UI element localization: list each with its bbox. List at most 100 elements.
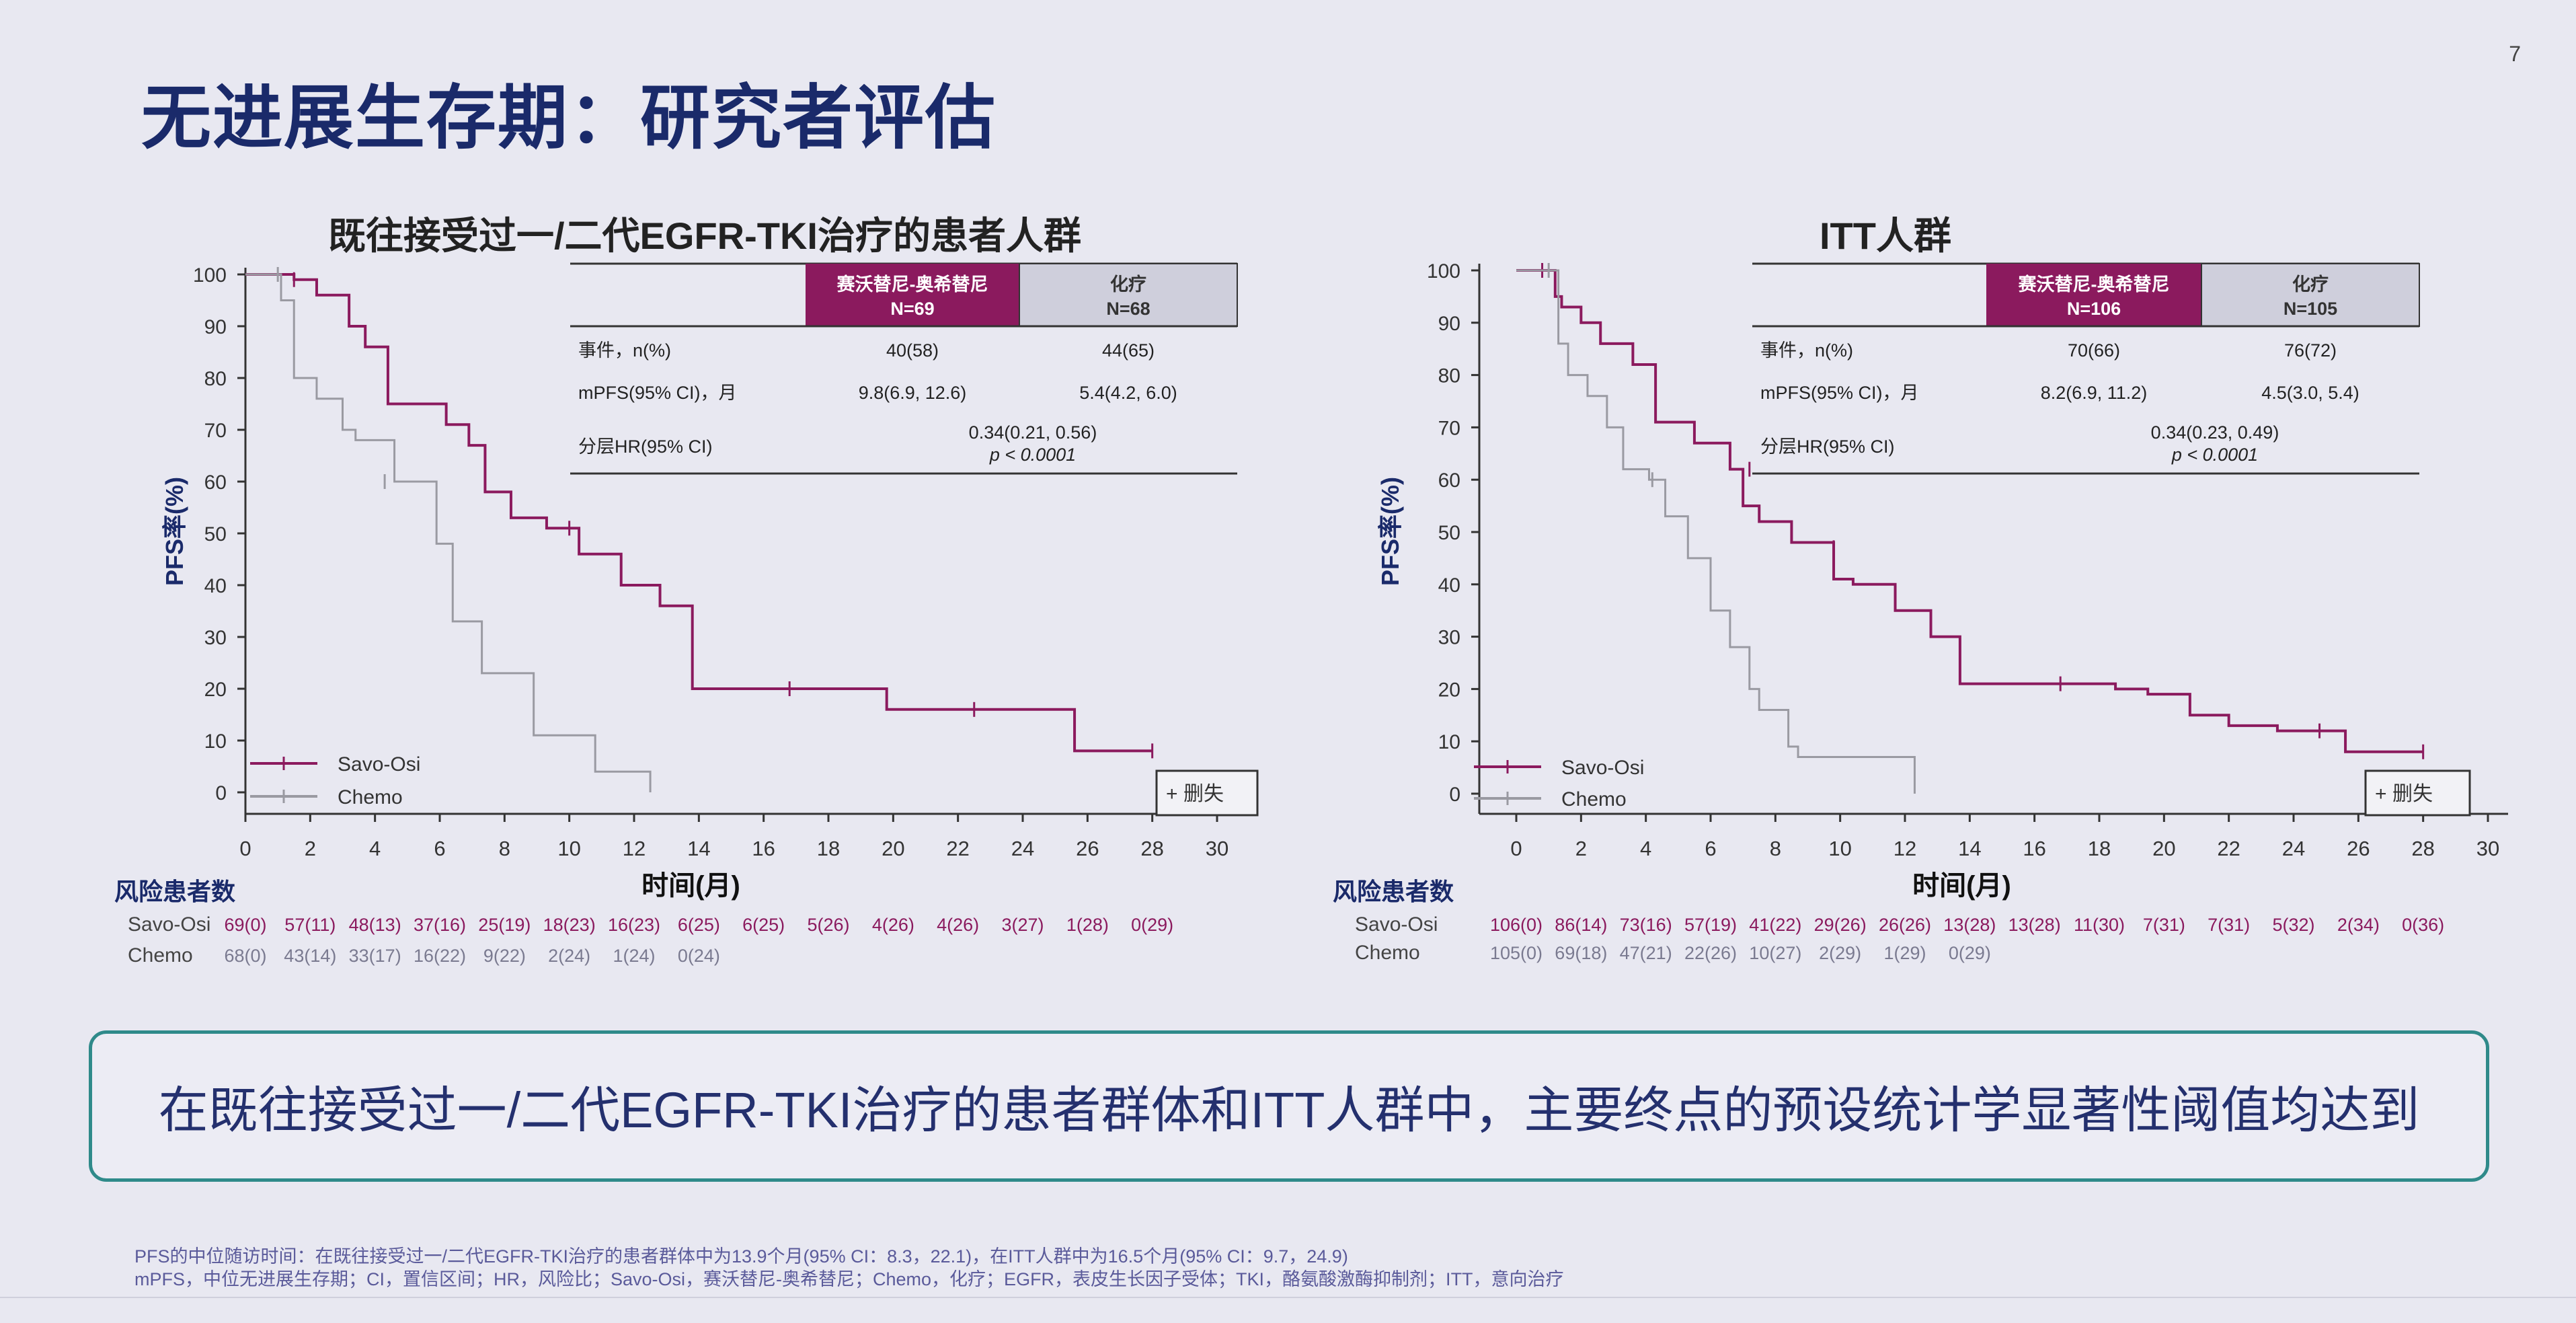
left-legend-savo-label: Savo-Osi — [338, 753, 420, 776]
right-risk-savo-value: 57(19) — [1684, 915, 1737, 935]
left-chemo-curve — [245, 273, 652, 792]
left-table-row-0-label: 事件，n(%) — [578, 340, 671, 361]
left-table-chemo-n: N=68 — [1106, 299, 1150, 319]
left-x-tick-label: 28 — [1140, 837, 1163, 860]
right-risk-savo-value: 86(14) — [1555, 915, 1607, 935]
left-x-tick-label: 4 — [369, 837, 381, 860]
left-y-tick-label: 60 — [204, 471, 227, 494]
left-x-tick-label: 30 — [1206, 837, 1228, 860]
left-x-tick-label: 2 — [305, 837, 316, 860]
left-table-savo-name: 赛沃替尼-奥希替尼 — [836, 274, 988, 295]
right-censor-legend-marker: + — [2375, 783, 2387, 805]
left-x-tick-label: 10 — [557, 837, 580, 860]
right-x-tick-label: 8 — [1770, 837, 1781, 860]
right-legend-chemo-label: Chemo — [1561, 788, 1627, 810]
right-risk-chemo-value: 47(21) — [1620, 943, 1672, 963]
right-table-row-0-label: 事件，n(%) — [1760, 340, 1853, 361]
right-x-tick-label: 2 — [1575, 837, 1587, 860]
right-y-tick-label: 80 — [1438, 365, 1460, 387]
right-risk-savo-value: 26(26) — [1879, 915, 1931, 935]
left-risk-savo-value: 0(29) — [1131, 915, 1173, 935]
left-risk-savo-value: 3(27) — [1001, 915, 1044, 935]
right-y-tick-label: 30 — [1438, 627, 1460, 649]
left-censor-legend-marker: + — [1166, 783, 1178, 805]
left-risk-chemo-value: 33(17) — [349, 946, 401, 966]
left-risk-savo-value: 25(19) — [478, 915, 531, 935]
right-risk-savo-value: 7(31) — [2143, 915, 2185, 935]
left-risk-chemo-value: 1(24) — [613, 946, 655, 966]
left-table-row-1-chemo: 5.4(4.2, 6.0) — [1079, 383, 1177, 403]
right-table-row-1-chemo: 4.5(3.0, 5.4) — [2261, 383, 2359, 403]
slide-title: 无进展生存期：研究者评估 — [141, 79, 997, 157]
left-risk-chemo-value: 43(14) — [284, 946, 336, 966]
right-chemo-curve — [1516, 269, 1916, 794]
left-risk-chemo-value: 2(24) — [548, 946, 590, 966]
left-table-chemo-name: 化疗 — [1110, 274, 1146, 295]
right-risk-savo-label: Savo-Osi — [1355, 913, 1438, 936]
right-x-tick-label: 10 — [1828, 837, 1851, 860]
right-risk-chemo-value: 69(18) — [1555, 943, 1607, 963]
left-table-row-1-savo: 9.8(6.9, 12.6) — [859, 383, 967, 403]
right-x-tick-label: 26 — [2347, 837, 2370, 860]
left-x-tick-label: 18 — [817, 837, 840, 860]
right-risk-savo-value: 11(30) — [2074, 915, 2125, 935]
left-y-tick-label: 20 — [204, 679, 227, 701]
right-x-tick-label: 20 — [2152, 837, 2175, 860]
conclusion-box: 在既往接受过一/二代EGFR-TKI治疗的患者群体和ITT人群中，主要终点的预设… — [89, 1030, 2489, 1182]
right-x-axis-label: 时间(月) — [1912, 871, 2011, 901]
left-y-tick-label: 30 — [204, 627, 227, 649]
right-risk-savo-value: 106(0) — [1490, 915, 1543, 935]
right-risk-savo-value: 2(34) — [2337, 915, 2380, 935]
footnote-abbreviations: mPFS，中位无进展生存期；CI，置信区间；HR，风险比；Savo-Osi，赛沃… — [134, 1269, 1564, 1289]
right-y-tick-label: 50 — [1438, 522, 1460, 544]
left-y-tick-label: 70 — [204, 420, 227, 442]
left-risk-savo-value: 4(26) — [937, 915, 979, 935]
left-censor-legend-box — [1155, 769, 1259, 817]
right-y-tick-label: 20 — [1438, 679, 1460, 701]
right-y-tick-label: 10 — [1438, 731, 1460, 753]
left-risk-savo-value: 69(0) — [224, 915, 266, 935]
left-risk-chemo-value: 16(22) — [414, 946, 466, 966]
right-risk-chemo-value: 1(29) — [1883, 943, 1926, 963]
right-table-row-0-savo: 70(66) — [2068, 340, 2120, 361]
right-x-tick-label: 4 — [1640, 837, 1651, 860]
left-risk-savo-value: 4(26) — [872, 915, 914, 935]
left-table-savo-header — [806, 264, 1019, 326]
left-x-tick-label: 0 — [239, 837, 251, 860]
left-y-tick-label: 80 — [204, 368, 227, 390]
right-table-chemo-name: 化疗 — [2292, 274, 2329, 295]
right-table-row-0-chemo: 76(72) — [2284, 340, 2337, 361]
left-censor-legend-label: 删失 — [1183, 783, 1224, 805]
right-x-tick-label: 12 — [1894, 837, 1916, 860]
left-y-axis-label: PFS率(%) — [161, 477, 188, 586]
left-table-row-0-chemo: 44(65) — [1102, 340, 1155, 361]
right-table-savo-header — [1986, 264, 2201, 326]
right-risk-chemo-label: Chemo — [1355, 942, 1420, 964]
right-y-axis-label: PFS率(%) — [1376, 477, 1404, 586]
right-x-tick-label: 0 — [1510, 837, 1522, 860]
left-table-hr-label: 分层HR(95% CI) — [578, 437, 713, 457]
right-censor-legend-label: 删失 — [2392, 783, 2433, 805]
right-risk-chemo-value: 2(29) — [1819, 943, 1861, 963]
left-table-savo-n: N=69 — [890, 299, 934, 319]
left-risk-title: 风险患者数 — [114, 878, 235, 905]
left-x-axis-label: 时间(月) — [641, 871, 740, 901]
left-risk-chemo-value: 0(24) — [678, 946, 720, 966]
right-table-chemo-header — [2201, 263, 2420, 327]
right-x-tick-label: 22 — [2217, 837, 2240, 860]
chart-title-left: 既往接受过一/二代EGFR-TKI治疗的患者人群 — [328, 215, 1081, 257]
right-y-tick-label: 70 — [1438, 417, 1460, 439]
right-y-tick-label: 100 — [1427, 260, 1460, 282]
left-table-row-1-label: mPFS(95% CI)，月 — [578, 383, 737, 403]
right-censor-legend-box — [2364, 769, 2471, 817]
right-table-row-1-label: mPFS(95% CI)，月 — [1760, 383, 1919, 403]
right-legend-savo-label: Savo-Osi — [1561, 757, 1644, 779]
left-table-row-0-savo: 40(58) — [886, 340, 939, 361]
right-risk-title: 风险患者数 — [1333, 878, 1454, 905]
left-risk-savo-value: 16(23) — [608, 915, 660, 935]
left-risk-savo-value: 18(23) — [543, 915, 596, 935]
left-risk-savo-value: 48(13) — [349, 915, 401, 935]
right-table-row-1-savo: 8.2(6.9, 11.2) — [2041, 383, 2148, 403]
right-risk-savo-value: 7(31) — [2208, 915, 2250, 935]
left-y-tick-label: 100 — [193, 264, 227, 287]
